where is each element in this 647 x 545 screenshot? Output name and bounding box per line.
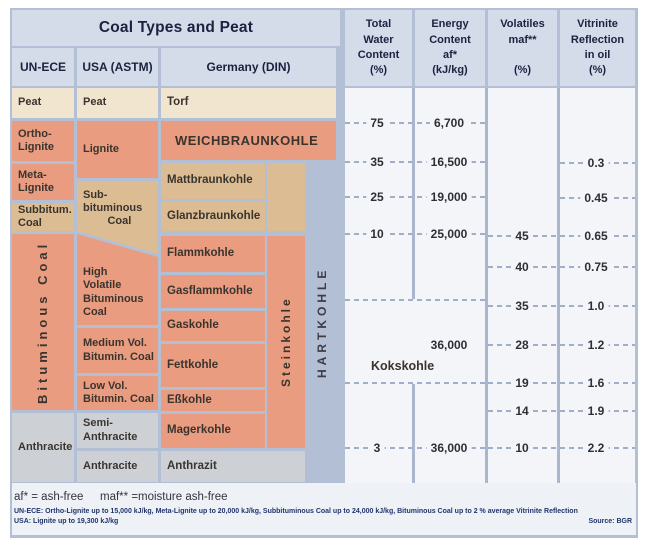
cell-de-flammkohle: Flammkohle	[161, 236, 265, 272]
col-header-germany: Germany (DIN)	[161, 48, 336, 86]
scale-vit-12: 1.2	[583, 338, 609, 352]
footnote-unece-limits: UN-ECE: Ortho-Lignite up to 15,000 kJ/kg…	[14, 508, 578, 515]
footnote-ash-free: af* = ash-free	[14, 491, 84, 503]
grid-dash-koks-top	[345, 299, 485, 301]
scale-energy-19000: 19,000	[426, 190, 472, 204]
cell-usa-lignite: Lignite	[77, 121, 158, 178]
cell-unece-subbituminous: Subbitum. Coal	[12, 203, 74, 231]
col-header-usa: USA (ASTM)	[77, 48, 158, 86]
grid-dash-koks-bottom	[345, 382, 485, 384]
scale-energy-25000: 25,000	[426, 227, 472, 241]
scale-vol-28: 28	[511, 338, 533, 352]
scale-vit-065: 0.65	[580, 229, 612, 243]
footer-band	[12, 483, 636, 535]
coal-classification-figure: Coal Types and Peat UN-ECE USA (ASTM) Ge…	[10, 8, 638, 538]
cell-usa-subbituminous: Sub- bituminous Coal	[77, 181, 158, 254]
scale-vol-14: 14	[511, 404, 533, 418]
divider-water-energy-top	[412, 88, 415, 299]
scale-vit-03: 0.3	[583, 156, 609, 170]
scale-water-3: 3	[369, 441, 385, 455]
scale-energy-36000a: 36,000	[426, 338, 472, 352]
cell-de-gaskohle: Gaskohle	[161, 311, 265, 341]
scale-vol-10: 10	[511, 441, 533, 455]
col-header-vitrinite: Vitrinite Reflection in oil (%)	[560, 10, 635, 86]
grid-dash-water-75	[345, 122, 485, 124]
cell-unece-meta-lignite: Meta- Lignite	[12, 164, 74, 200]
grid-dash-water-25	[345, 196, 485, 198]
scale-energy-6700: 6,700	[429, 116, 469, 130]
cell-de-esskohle: Eßkohle	[161, 390, 265, 411]
grid-dash-water-10	[345, 233, 485, 235]
col-header-unece: UN-ECE	[12, 48, 74, 86]
scale-panel	[345, 88, 635, 483]
scale-water-10: 10	[366, 227, 388, 241]
cell-usa-peat: Peat	[77, 88, 158, 118]
cell-unece-peat: Peat	[12, 88, 74, 118]
source-label: Source: BGR	[588, 518, 632, 525]
scale-vit-045: 0.45	[580, 191, 612, 205]
grid-dash-water-3	[345, 447, 485, 449]
scale-energy-16500: 16,500	[426, 155, 472, 169]
scale-vit-19: 1.9	[583, 404, 609, 418]
scale-vol-45: 45	[511, 229, 533, 243]
cell-unece-anthracite: Anthracite	[12, 413, 74, 482]
cell-de-anthrazit: Anthrazit	[161, 451, 305, 482]
scale-vit-16: 1.6	[583, 376, 609, 390]
cell-usa-low-vol-bituminous: Low Vol. Bitumin. Coal	[77, 376, 158, 410]
scale-water-75: 75	[366, 116, 388, 130]
divider-water-energy-bottom	[412, 384, 415, 483]
col-header-volatiles: Volatiles maf** (%)	[488, 10, 557, 86]
grid-dash-water-35	[345, 161, 485, 163]
cell-unece-ortho-lignite: Ortho- Lignite	[12, 121, 74, 161]
cell-de-torf: Torf	[161, 88, 336, 118]
scale-vol-19: 19	[511, 376, 533, 390]
cell-de-hartkohle: HARTKOHLE	[314, 266, 329, 379]
col-header-energy: Energy Content af* (kJ/kg)	[415, 10, 485, 86]
scale-vit-10: 1.0	[583, 299, 609, 313]
cell-de-mattbraunkohle: Mattbraunkohle	[161, 163, 265, 199]
cell-de-braunkohle-strip	[267, 163, 305, 231]
cell-de-gasflammkohle: Gasflammkohle	[161, 275, 265, 308]
divider-volatiles-vitrinite	[557, 88, 560, 483]
divider-energy-volatiles	[485, 88, 488, 483]
cell-de-glanzbraunkohle: Glanzbraunkohle	[161, 202, 265, 231]
cell-de-magerkohle: Magerkohle	[161, 414, 265, 448]
footnote-maf: maf** =moisture ash-free	[100, 491, 228, 503]
cell-unece-bituminous-coal: Bituminous Coal	[12, 234, 74, 410]
cell-de-weichbraunkohle: WEICHBRAUNKOHLE	[161, 121, 336, 160]
cell-usa-anthracite: Anthracite	[77, 451, 158, 482]
scale-water-25: 25	[366, 190, 388, 204]
scale-vol-40: 40	[511, 260, 533, 274]
scale-vol-35: 35	[511, 299, 533, 313]
kokskohle-label: Kokskohle	[371, 359, 435, 373]
figure-title: Coal Types and Peat	[12, 10, 340, 46]
scale-water-35: 35	[366, 155, 388, 169]
footnote-usa-limits: USA: Lignite up to 19,300 kJ/kg	[14, 518, 119, 525]
cell-de-steinkohle: Steinkohle	[267, 236, 305, 448]
scale-energy-36000b: 36,000	[426, 441, 472, 455]
scale-vit-22: 2.2	[583, 441, 609, 455]
cell-usa-high-volatile-bituminous: High Volatile Bituminous Coal	[77, 234, 158, 325]
scale-vit-075: 0.75	[580, 260, 612, 274]
cell-usa-semi-anthracite: Semi- Anthracite	[77, 413, 158, 448]
cell-de-fettkohle: Fettkohle	[161, 344, 265, 387]
col-header-total-water: Total Water Content (%)	[345, 10, 412, 86]
cell-usa-medium-vol-bituminous: Medium Vol. Bitumin. Coal	[77, 328, 158, 373]
